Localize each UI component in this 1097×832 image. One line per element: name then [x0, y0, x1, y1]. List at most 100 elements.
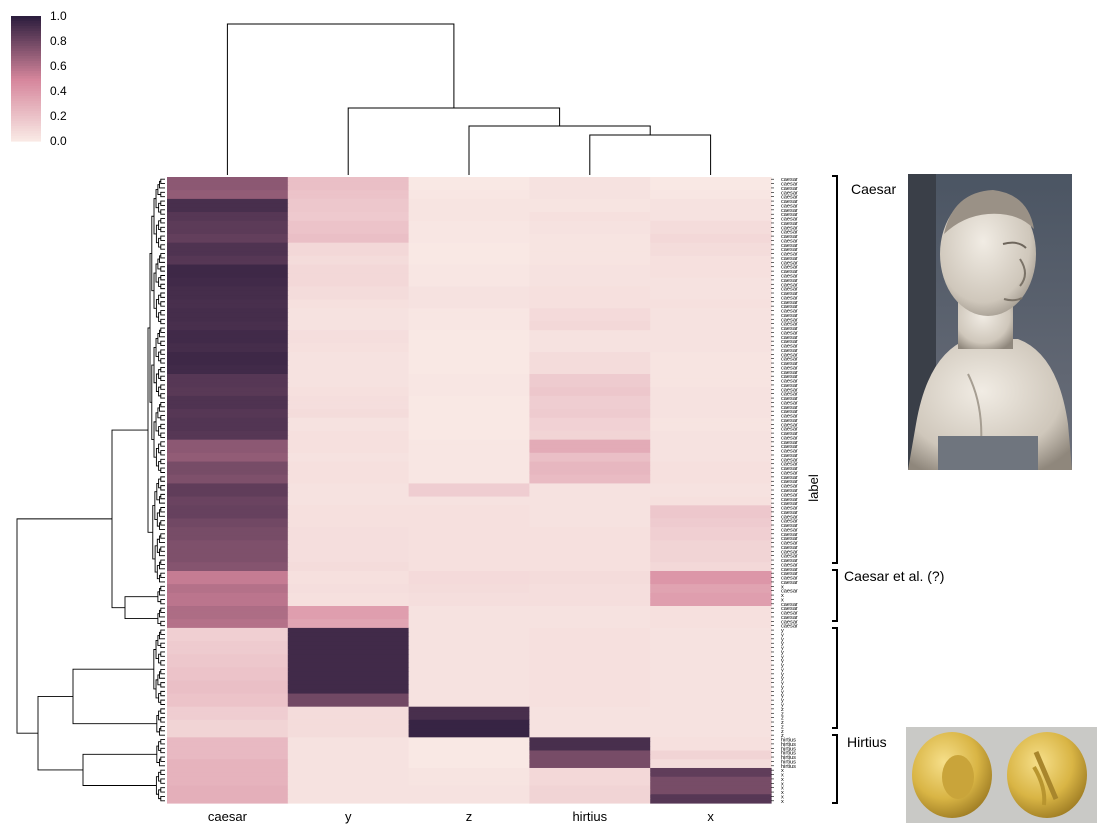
heatmap-cell — [408, 623, 530, 629]
colorbar-swatch — [11, 23, 41, 27]
dendrogram-link — [160, 787, 165, 793]
heatmap-cell — [287, 619, 410, 625]
dendrogram-link — [160, 244, 165, 250]
heatmap-cell — [650, 255, 772, 261]
heatmap-cell — [529, 759, 651, 765]
heatmap-cell — [650, 338, 772, 344]
heatmap-cell — [529, 527, 651, 533]
heatmap-cell — [167, 413, 289, 419]
heatmap-cell — [650, 676, 772, 682]
row-tick-label: hirtius — [781, 751, 796, 757]
colorbar-swatch — [11, 26, 41, 30]
heatmap-cell — [167, 198, 289, 204]
heatmap-cell — [529, 444, 651, 450]
heatmap-cell — [167, 338, 289, 344]
heatmap-cell — [408, 527, 530, 533]
heatmap-cell — [529, 435, 651, 441]
heatmap-cell — [529, 233, 651, 239]
colorbar-swatch — [11, 123, 41, 127]
heatmap-cell — [650, 325, 772, 331]
heatmap-cell — [529, 544, 651, 550]
heatmap-cell — [408, 566, 530, 572]
heatmap-cell — [529, 492, 651, 498]
row-tick-label: caesar — [781, 177, 798, 183]
row-tick-label: caesar — [781, 260, 798, 266]
heatmap-cell — [650, 395, 772, 401]
heatmap-cell — [167, 212, 289, 217]
heatmap-cell — [408, 457, 530, 463]
row-tick-label: caesar — [781, 435, 798, 441]
heatmap-cell — [287, 566, 410, 572]
heatmap-cell — [650, 474, 772, 480]
heatmap-cell — [529, 277, 651, 283]
dendrogram-link — [160, 520, 165, 526]
heatmap-cell — [408, 479, 530, 485]
heatmap-cell — [529, 496, 651, 502]
heatmap-cell — [650, 369, 772, 375]
heatmap-cell — [650, 772, 772, 778]
heatmap-cell — [529, 719, 651, 725]
heatmap-cell — [529, 194, 651, 200]
heatmap-cell — [650, 194, 772, 200]
heatmap-cell — [287, 207, 410, 213]
heatmap-cell — [287, 242, 410, 248]
heatmap-cell — [529, 614, 651, 620]
colorbar-swatch — [11, 98, 41, 102]
row-tick-labels: caesarcaesarcaesarcaesarcaesarcaesarcaes… — [771, 177, 798, 805]
dendrogram-link — [160, 191, 165, 198]
heatmap-cell — [408, 658, 530, 664]
dendrogram-link — [160, 642, 165, 649]
row-tick-label: caesar — [781, 431, 798, 437]
annotation-caesar: Caesar — [851, 181, 897, 197]
heatmap-cell — [167, 645, 289, 651]
heatmap-cell — [167, 676, 289, 682]
heatmap-cell — [408, 268, 530, 274]
heatmap-cell — [529, 387, 651, 393]
heatmap-cell — [167, 636, 289, 642]
heatmap-cell — [529, 347, 651, 353]
row-tick-label: caesar — [781, 295, 798, 301]
heatmap-cell — [408, 378, 530, 384]
colorbar-swatch — [11, 31, 41, 35]
heatmap-cell — [287, 426, 410, 432]
heatmap-cell — [650, 697, 772, 703]
dendrogram-link — [160, 318, 165, 325]
dendrogram-link — [160, 739, 165, 745]
heatmap-cell — [529, 601, 651, 607]
heatmap-cell — [650, 264, 772, 270]
heatmap-cell — [287, 750, 410, 756]
heatmap-cell — [650, 549, 772, 555]
heatmap-cell — [287, 273, 410, 279]
row-tick-label: caesar — [781, 497, 798, 503]
heatmap-cell — [529, 531, 651, 537]
heatmap-cell — [287, 781, 410, 787]
dendrogram-link — [159, 758, 165, 767]
heatmap-cell — [529, 198, 651, 204]
heatmap-cell — [167, 592, 289, 598]
heatmap-cell — [408, 636, 530, 642]
dendrogram-link — [160, 349, 165, 355]
heatmap-cell — [287, 562, 410, 568]
dendrogram-link — [160, 507, 165, 513]
heatmap-cell — [167, 286, 289, 292]
row-tick-label: caesar — [781, 396, 798, 402]
heatmap-cell — [650, 496, 772, 502]
heatmap-cell — [167, 177, 289, 182]
heatmap-cell — [287, 689, 410, 695]
heatmap-cell — [529, 518, 651, 524]
heatmap-cell — [408, 181, 530, 187]
heatmap-cell — [408, 702, 530, 708]
heatmap-cell — [650, 645, 772, 651]
heatmap-cell — [167, 641, 289, 647]
heatmap-cell — [529, 378, 651, 384]
heatmap-cell — [529, 338, 651, 344]
heatmap-cell — [287, 711, 410, 717]
heatmap-cell — [650, 452, 772, 458]
colorbar: 0.0 0.2 0.4 0.6 0.8 1.0 — [11, 9, 67, 148]
dendrogram-link — [160, 283, 165, 290]
row-tick-label: caesar — [781, 519, 798, 525]
heatmap-cell — [650, 540, 772, 546]
heatmap-cell — [650, 457, 772, 463]
heatmap-cell — [167, 566, 289, 572]
heatmap-cell — [287, 181, 410, 187]
